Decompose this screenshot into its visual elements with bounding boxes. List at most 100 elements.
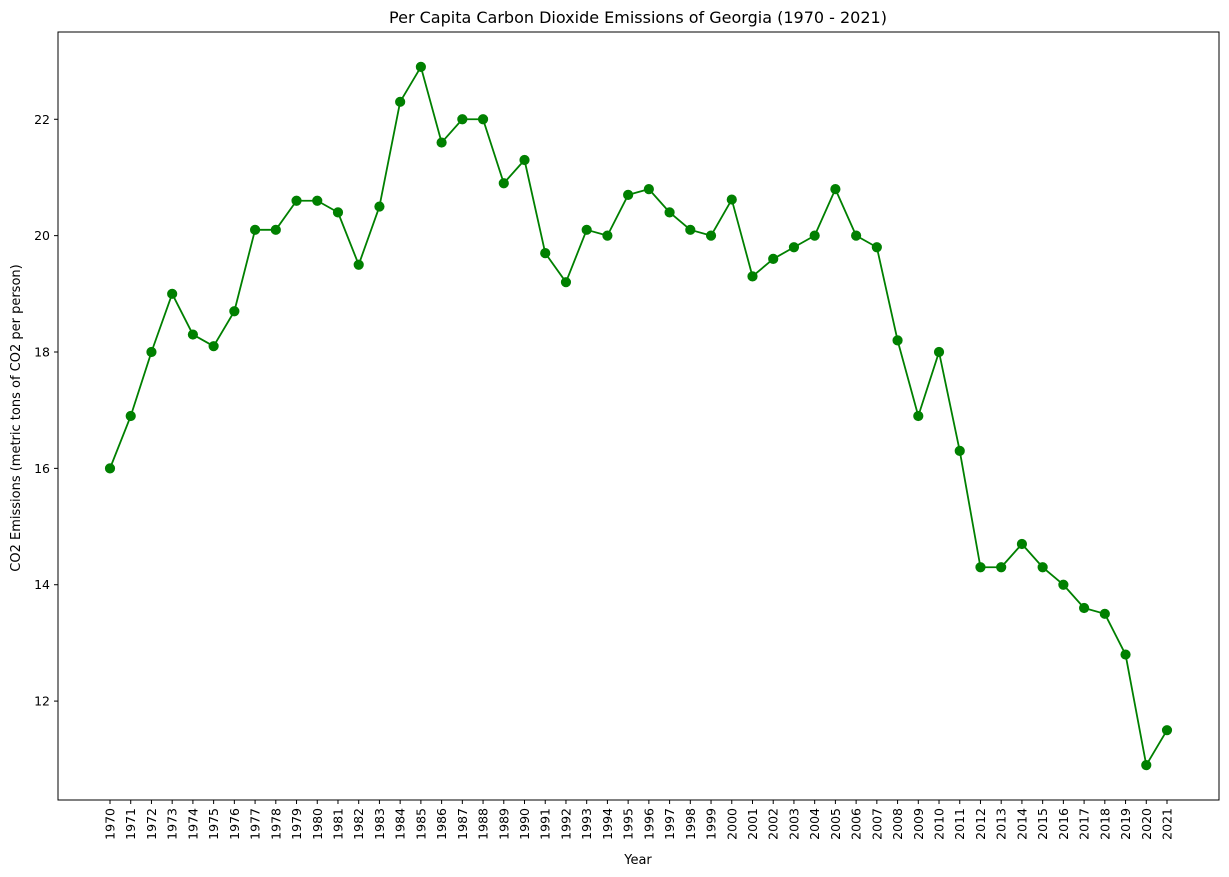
x-tick-label: 2020 [1139,808,1154,840]
data-point [747,271,758,282]
x-tick-label: 1975 [206,808,221,840]
data-point [871,242,882,253]
y-tick-label: 14 [34,577,50,592]
x-tick-label: 2011 [952,808,967,840]
data-point [726,194,737,205]
x-tick-label: 1974 [185,808,200,840]
x-tick-label: 2009 [911,808,926,840]
x-tick-label: 1987 [455,808,470,840]
x-tick-label: 2016 [1056,808,1071,840]
x-tick-label: 2004 [807,808,822,840]
x-tick-label: 1997 [662,808,677,840]
series-line [109,66,1168,766]
data-point [270,224,281,235]
data-point [788,242,800,253]
data-point [768,253,779,265]
y-tick-label: 12 [34,694,50,709]
data-point [954,445,965,457]
data-point [933,346,945,358]
x-tick-label: 1982 [351,808,366,840]
data-point [1099,608,1110,619]
x-tick-label: 1984 [393,808,408,840]
data-point [809,230,820,241]
data-point [436,137,447,148]
x-tick-label: 2021 [1160,808,1175,840]
x-tick-label: 1988 [476,808,491,840]
x-axis-label: Year [623,853,652,868]
data-point [892,335,903,346]
x-tick-label: 1999 [704,808,719,840]
data-point [332,207,344,218]
data-point [395,96,406,107]
x-tick-label: 2015 [1035,808,1050,840]
x-tick-label: 1998 [683,808,698,840]
x-tick-label: 2018 [1097,808,1112,840]
x-tick-label: 2006 [849,808,864,840]
x-tick-label: 1976 [227,808,242,840]
chart-title: Per Capita Carbon Dioxide Emissions of G… [389,8,887,27]
x-tick-label: 2013 [994,808,1009,840]
data-point [1058,579,1069,590]
y-tick-label: 16 [34,461,50,476]
data-point [415,61,426,73]
x-tick-label: 2008 [890,808,905,840]
data-point [249,224,261,235]
data-point [975,562,986,573]
x-tick-label: 1995 [621,808,636,840]
data-point [291,195,302,206]
data-point [602,230,613,241]
data-point [643,183,654,195]
x-tick-label: 1996 [641,808,656,840]
x-tick-label: 1991 [538,808,553,840]
data-point [104,463,116,474]
x-tick-label: 2003 [786,808,801,840]
data-point [146,346,157,358]
data-point [167,288,178,299]
x-tick-label: 1977 [248,808,263,840]
x-tick-label: 2007 [869,808,884,840]
y-tick-label: 22 [34,112,50,127]
data-point [664,207,675,218]
x-tick-label: 1985 [413,808,428,840]
x-tick-label: 2002 [766,808,781,840]
data-point [1120,649,1131,660]
data-point [519,154,530,166]
data-point [685,224,696,235]
data-point [312,195,323,206]
data-point [125,410,136,422]
data-point [623,189,634,201]
x-tick-label: 1972 [144,808,159,840]
data-point [913,410,924,422]
data-point [1037,562,1048,573]
data-point [560,277,572,288]
x-tick-label: 2010 [932,808,947,840]
x-tick-label: 1980 [310,808,325,840]
x-tick-label: 2000 [724,808,739,840]
data-point [457,114,468,125]
data-point [187,329,199,340]
data-point [830,183,841,195]
x-tick-label: 1990 [517,808,532,840]
x-tick-label: 2001 [745,808,760,840]
x-tick-label: 1994 [600,808,615,840]
data-point [229,306,240,317]
x-tick-label: 1971 [123,808,138,840]
x-tick-label: 1973 [165,808,180,840]
x-tick-label: 1979 [289,808,304,840]
data-point [477,114,489,125]
y-tick-label: 20 [34,228,50,243]
data-point [540,247,551,259]
x-tick-label: 1978 [268,808,283,840]
x-tick-label: 1992 [558,808,573,840]
data-point [208,341,219,352]
data-point [581,224,592,235]
y-tick-label: 18 [34,345,50,360]
x-tick-label: 1981 [330,808,345,840]
x-tick-label: 1970 [103,808,118,840]
y-axis-label: CO2 Emissions (metric tons of CO2 per pe… [9,264,24,571]
data-point [353,259,364,270]
data-point [1161,725,1173,736]
x-tick-label: 1993 [579,808,594,840]
x-tick-label: 1989 [496,808,511,840]
